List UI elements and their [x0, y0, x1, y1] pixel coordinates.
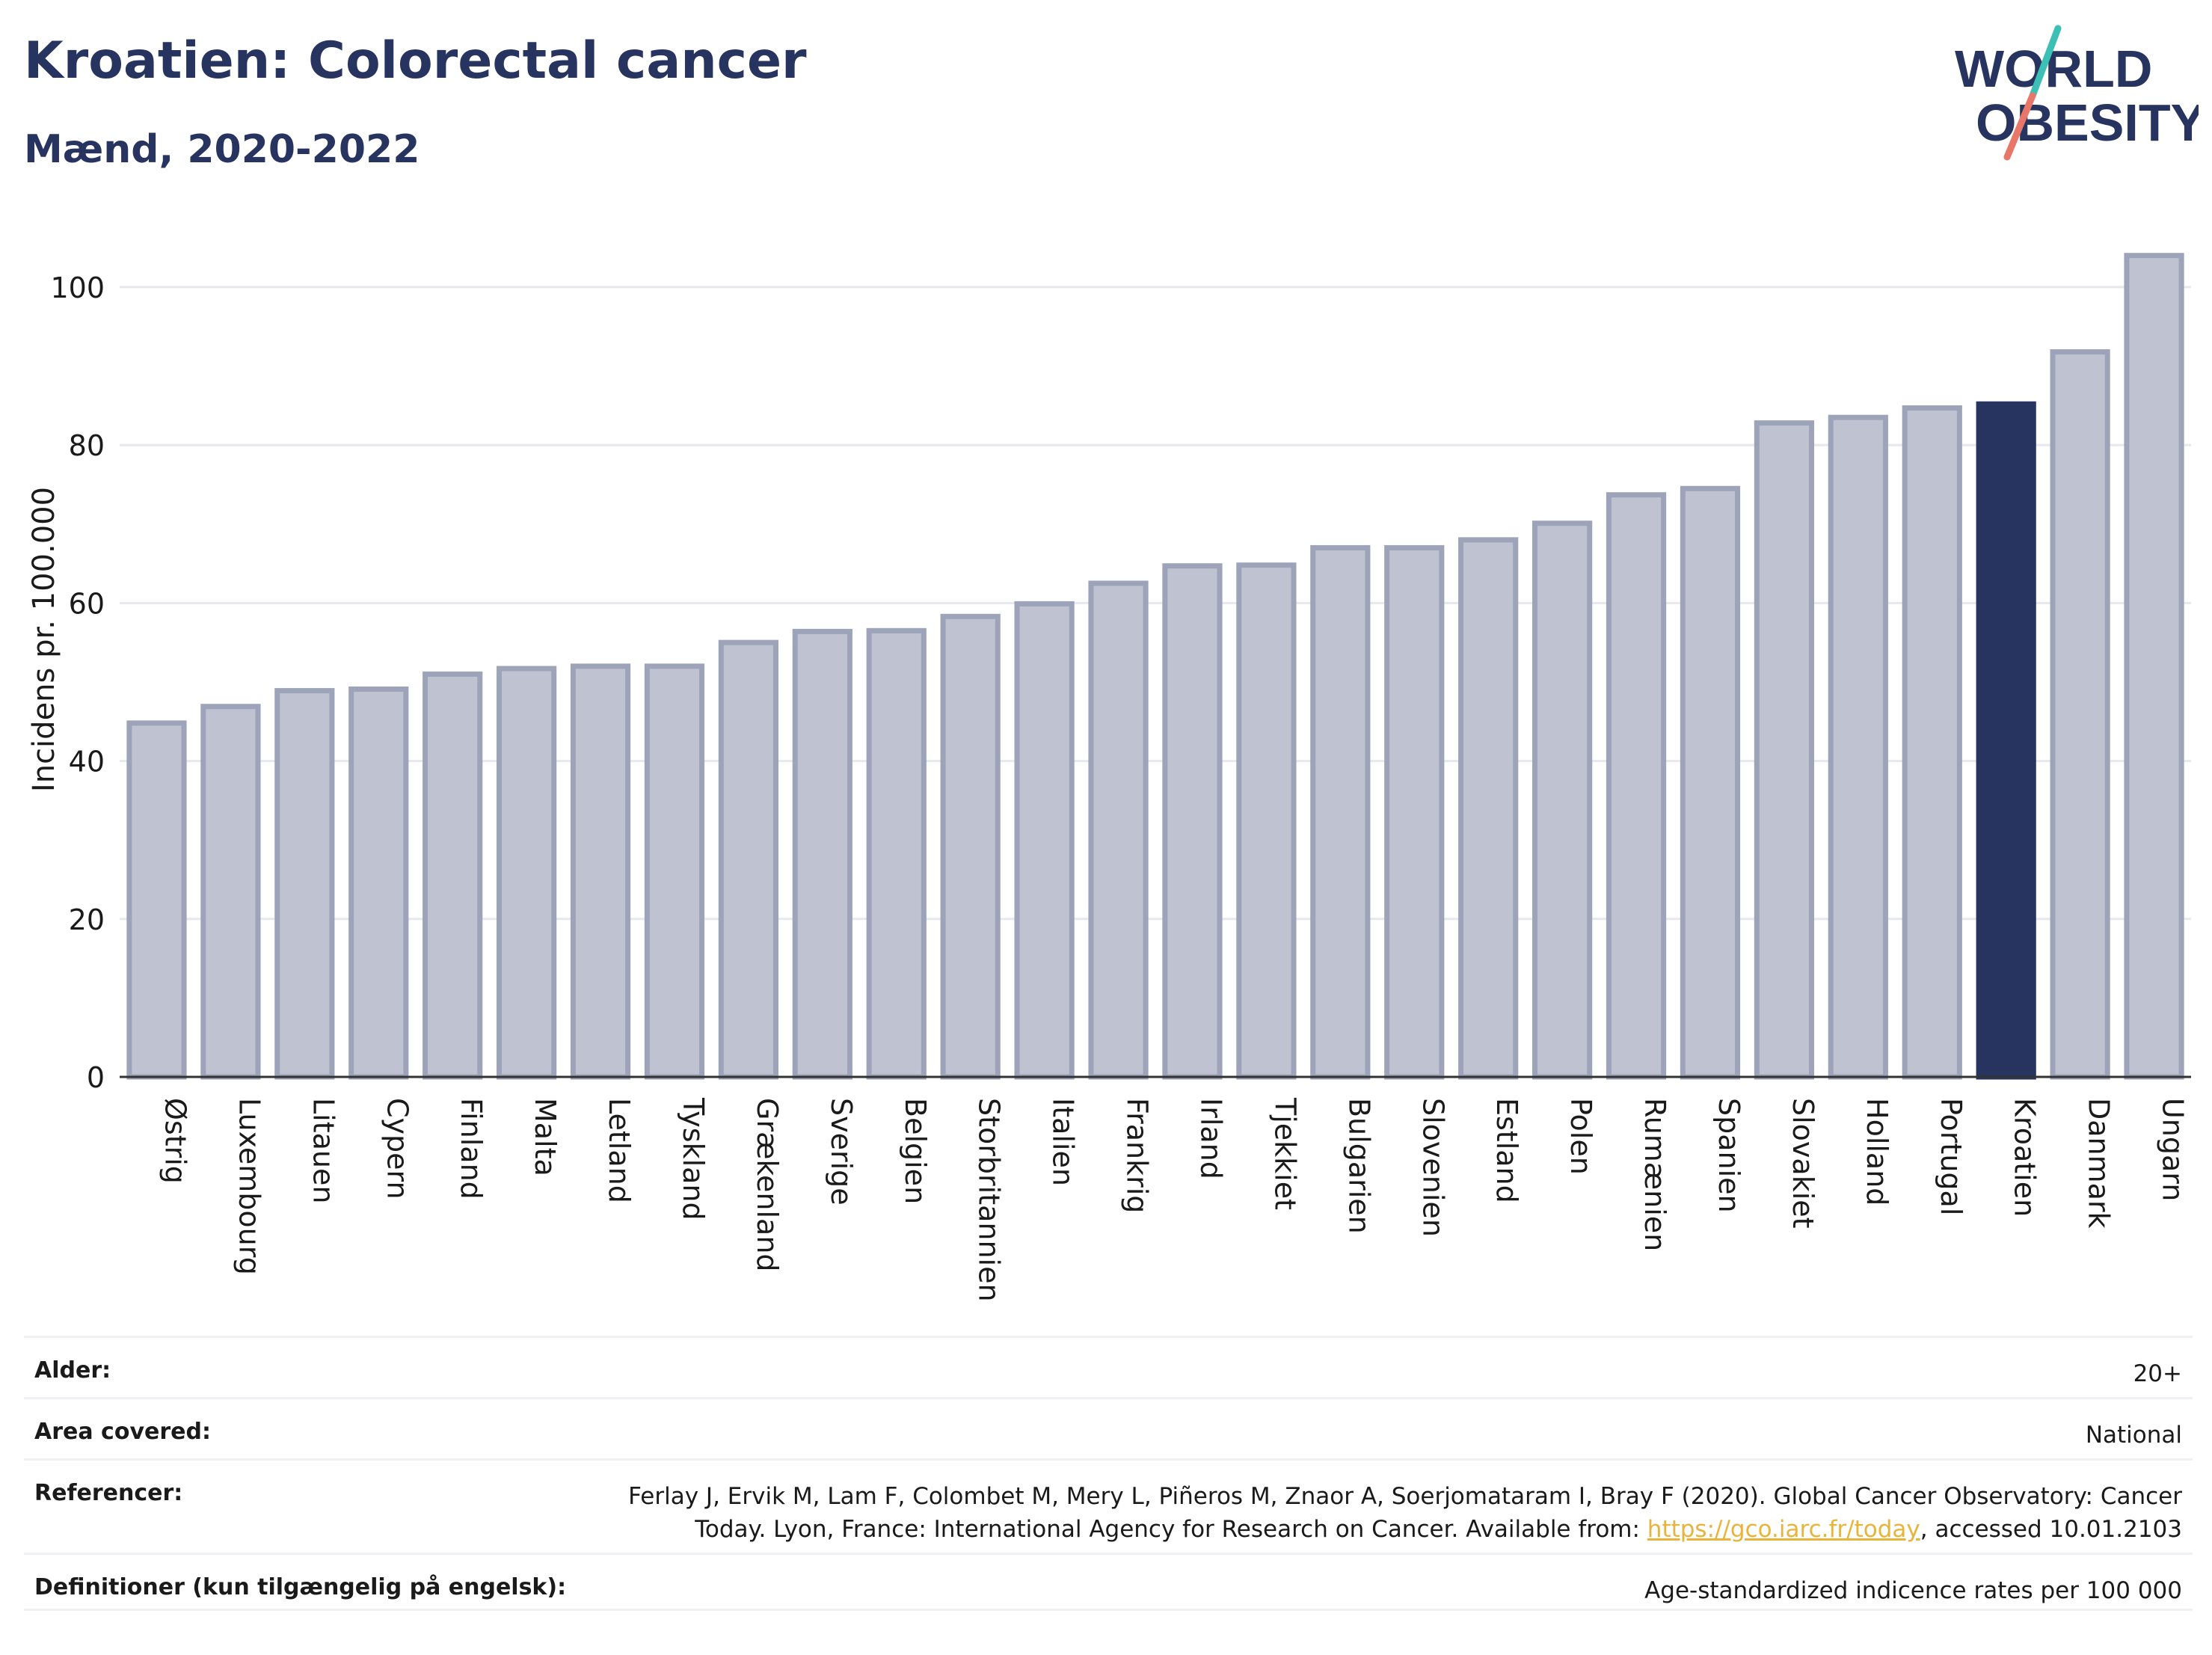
y-axis-label: Incidens pr. 100.000 [27, 487, 61, 792]
bar-danmark [2050, 349, 2110, 1080]
x-tick-label: Storbritannien [973, 1098, 1006, 1302]
x-tick-label: Østrig [159, 1098, 191, 1184]
references-line-2-pre: Today. Lyon, France: International Agenc… [695, 1516, 1647, 1543]
bar-litauen [274, 688, 335, 1080]
meta-row-definitions: Definitioner (kun tilgængelig på engelsk… [24, 1553, 2193, 1611]
bar-slovenien [1384, 544, 1445, 1080]
logo-slash-coral [2003, 92, 2036, 161]
bar-irland [1162, 563, 1223, 1080]
x-tick-label: Frankrig [1121, 1098, 1154, 1213]
y-tick-label: 0 [87, 1061, 105, 1094]
x-tick-label: Litauen [307, 1098, 340, 1203]
y-tick-label: 80 [69, 429, 105, 462]
bar-finland [423, 671, 483, 1080]
bar-letland [570, 663, 631, 1080]
x-tick-label: Tyskland [677, 1097, 710, 1220]
bar-storbritannien [940, 613, 1001, 1080]
x-tick-label: Cypern [381, 1098, 414, 1200]
chart-title: Kroatien: Colorectal cancer [24, 31, 807, 90]
x-tick-label: Finland [455, 1098, 488, 1200]
x-tick-label: Estland [1490, 1098, 1523, 1203]
x-tick-label: Holland [1861, 1098, 1893, 1206]
x-tick-label: Slovakiet [1787, 1098, 1819, 1229]
y-tick-label: 100 [50, 271, 105, 304]
age-label: Alder: [34, 1357, 111, 1384]
x-tick-label: Spanien [1712, 1098, 1745, 1213]
bar-tyskland [644, 663, 705, 1080]
x-tick-label: Belgien [899, 1098, 932, 1204]
bar-grækenland [718, 639, 778, 1080]
x-tick-label: Irland [1194, 1098, 1227, 1179]
bar-malta [497, 666, 557, 1080]
x-tick-label: Malta [529, 1098, 562, 1176]
x-tick-label: Slovenien [1416, 1098, 1449, 1237]
bar-luxembourg [200, 704, 261, 1080]
area-label: Area covered: [34, 1419, 211, 1445]
age-value: 20+ [2133, 1360, 2182, 1387]
bar-tjekkiet [1236, 562, 1297, 1080]
meta-row-area: Area covered: National [24, 1397, 2193, 1458]
references-line-1: Ferlay J, Ervik M, Lam F, Colombet M, Me… [628, 1483, 2182, 1510]
x-tick-label: Luxembourg [233, 1098, 265, 1275]
x-tick-label: Bulgarien [1342, 1098, 1375, 1234]
x-tick-label: Danmark [2083, 1098, 2116, 1229]
bar-slovakiet [1754, 420, 1814, 1080]
bar-sverige [792, 628, 852, 1080]
meta-row-references: Referencer: Ferlay J, Ervik M, Lam F, Co… [24, 1458, 2193, 1553]
x-tick-label: Portugal [1935, 1098, 1967, 1215]
y-tick-label: 60 [69, 587, 105, 620]
x-tick-label: Rumænien [1638, 1098, 1671, 1251]
bar-polen [1532, 521, 1593, 1080]
references-link[interactable]: https://gco.iarc.fr/today [1647, 1516, 1920, 1543]
bar-italien [1014, 601, 1075, 1080]
x-axis-ticks: Østrig Luxembourg Litauen Cypern Finland Malt… [159, 1097, 2189, 1302]
chart-subtitle: Mænd, 2020-2022 [24, 127, 420, 172]
bar-kroatien [1976, 401, 2036, 1080]
bar-cypern [348, 686, 409, 1080]
x-tick-label: Italien [1047, 1098, 1080, 1186]
definitions-label: Definitioner (kun tilgængelig på engelsk… [34, 1574, 567, 1600]
x-tick-label: Ungarn [2157, 1098, 2190, 1201]
x-tick-label: Grækenland [751, 1098, 784, 1272]
bar-holland [1828, 414, 1888, 1080]
bar-estland [1458, 537, 1519, 1080]
bar-spanien [1680, 485, 1741, 1080]
bar-frankrig [1088, 580, 1149, 1080]
bar-rumænien [1606, 492, 1667, 1080]
y-axis-ticks: 0 20 40 60 80 100 [50, 271, 105, 1094]
x-tick-label: Letland [603, 1098, 636, 1203]
bars [126, 253, 2184, 1080]
references-value: Ferlay J, Ervik M, Lam F, Colombet M, Me… [628, 1480, 2182, 1546]
meta-row-age: Alder: 20+ [24, 1336, 2193, 1397]
bar-portugal [1902, 405, 1962, 1080]
references-line-2-post: , accessed 10.01.2103 [1920, 1516, 2182, 1543]
references-label: Referencer: [34, 1480, 183, 1506]
bar-chart: 0 20 40 60 80 100 Østrig Luxembourg Litauen Cype… [27, 253, 2191, 1302]
bar-belgien [866, 627, 927, 1080]
x-tick-label: Kroatien [2009, 1098, 2042, 1217]
metadata-table: Alder: 20+ Area covered: National Refere… [24, 1336, 2193, 1611]
logo-slash-teal [2029, 25, 2062, 99]
y-tick-label: 20 [69, 903, 105, 936]
bar-bulgarien [1310, 544, 1371, 1080]
area-value: National [2085, 1422, 2182, 1449]
y-tick-label: 40 [69, 746, 105, 779]
x-tick-label: Polen [1564, 1098, 1597, 1175]
bar-østrig [126, 720, 187, 1080]
definitions-value: Age-standardized indicence rates per 100… [1644, 1577, 2182, 1604]
bar-ungarn [2124, 253, 2184, 1080]
x-tick-label: Tjekkiet [1268, 1097, 1301, 1210]
x-tick-label: Sverige [825, 1098, 858, 1206]
world-obesity-logo: WORLD OBESITY [1955, 25, 2199, 161]
